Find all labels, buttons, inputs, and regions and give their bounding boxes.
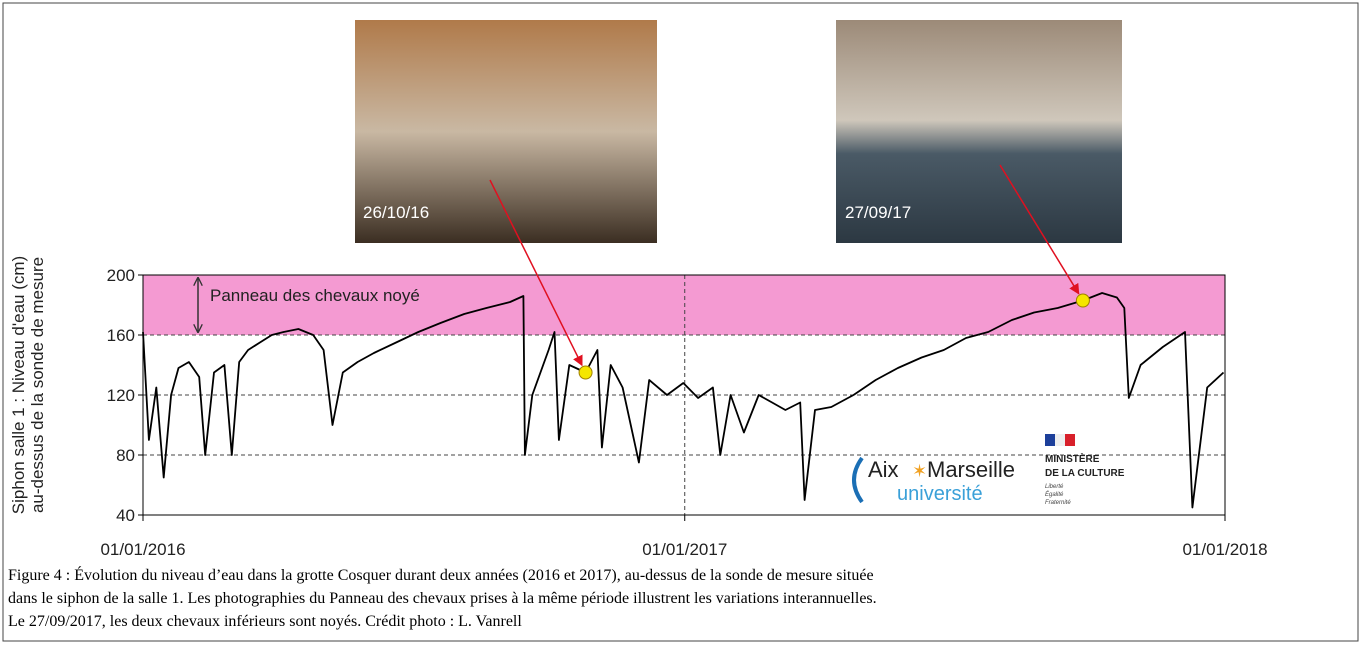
plot: Panneau des chevaux noyé 40 80 120 160 200 01/… xyxy=(9,256,1268,559)
photo-arrow xyxy=(489,179,583,367)
x-tick-label: 01/01/2016 xyxy=(100,540,185,559)
logo-text: Égalité xyxy=(1045,491,1064,498)
y-tick-label: 40 xyxy=(116,506,135,525)
y-tick-label: 200 xyxy=(107,266,135,285)
flag xyxy=(1065,434,1075,446)
caption-line: dans le siphon de la salle 1. Les photog… xyxy=(8,590,877,607)
logo-text: Aix xyxy=(868,457,899,482)
photo-date-point xyxy=(1075,293,1090,308)
photo xyxy=(355,20,657,243)
photo-date-point xyxy=(578,365,593,380)
logo-text: Fraternité xyxy=(1045,500,1071,506)
logo-ministry: MINISTÈRE DE LA CULTURE Liberté Égalité … xyxy=(1045,434,1125,506)
annotation: Panneau des chevaux noyé xyxy=(210,286,420,305)
flag xyxy=(1045,434,1055,446)
x-tick-label: 01/01/2017 xyxy=(642,540,727,559)
flag xyxy=(1055,434,1065,446)
logo-text: Marseille xyxy=(927,457,1015,482)
x-tick-label: 01/01/2018 xyxy=(1182,540,1267,559)
photo xyxy=(836,20,1122,243)
plot-border xyxy=(142,274,1226,516)
logo-text: université xyxy=(897,483,983,505)
y-axis-label: Siphon salle 1 : Niveau d'eau (cm) xyxy=(9,256,28,514)
logo-star: ✶ xyxy=(912,461,927,481)
flood-band xyxy=(143,275,1225,335)
caption-line: Le 27/09/2017, les deux chevaux inférieu… xyxy=(8,613,522,630)
logo-aix: Aix ✶ Marseille université xyxy=(852,456,1015,505)
y-tick-label: 120 xyxy=(107,386,135,405)
logo-text: Liberté xyxy=(1045,484,1064,490)
caption-line: Figure 4 : Évolution du niveau d’eau dan… xyxy=(8,565,874,584)
water-level-line xyxy=(142,292,1225,509)
photo-label: 26/10/16 xyxy=(363,203,429,222)
photo-label: 27/09/17 xyxy=(845,203,911,222)
logo-text: DE LA CULTURE xyxy=(1045,468,1125,479)
y-tick-label: 160 xyxy=(107,326,135,345)
y-axis-label: au-dessus de la sonde de mesure xyxy=(28,257,47,513)
logo-text: MINISTÈRE xyxy=(1045,452,1100,465)
y-tick-label: 80 xyxy=(116,446,135,465)
logo-mark xyxy=(852,456,864,504)
photo-arrow xyxy=(999,164,1080,295)
